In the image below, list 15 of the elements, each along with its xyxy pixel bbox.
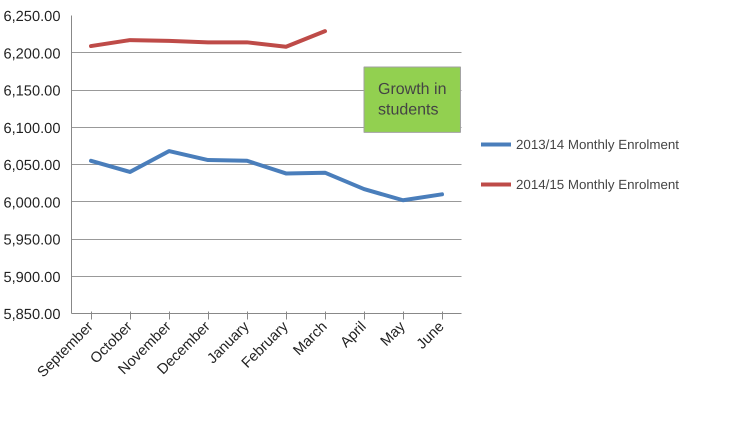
legend-label: 2014/15 Monthly Enrolment xyxy=(516,176,679,192)
annotation: Growth in students xyxy=(378,80,446,118)
y-tick-label: 6,250.00 xyxy=(3,9,61,25)
y-tick-label: 6,100.00 xyxy=(3,120,61,137)
y-tick-label: 6,200.00 xyxy=(3,46,61,62)
y-tick-label: 6,150.00 xyxy=(3,84,61,100)
y-tick-label: 5,950.00 xyxy=(3,232,61,248)
y-tick-label: 5,900.00 xyxy=(3,270,61,286)
line-series xyxy=(89,149,444,202)
y-tick-label: 5,850.00 xyxy=(3,307,61,323)
y-tick-label: 6,000.00 xyxy=(3,195,61,212)
x-tick-label: May xyxy=(378,318,410,350)
y-tick-label: 6,050.00 xyxy=(3,158,61,174)
legend-label: 2013/14 Monthly Enrolment xyxy=(516,136,679,152)
line-series xyxy=(89,29,327,49)
